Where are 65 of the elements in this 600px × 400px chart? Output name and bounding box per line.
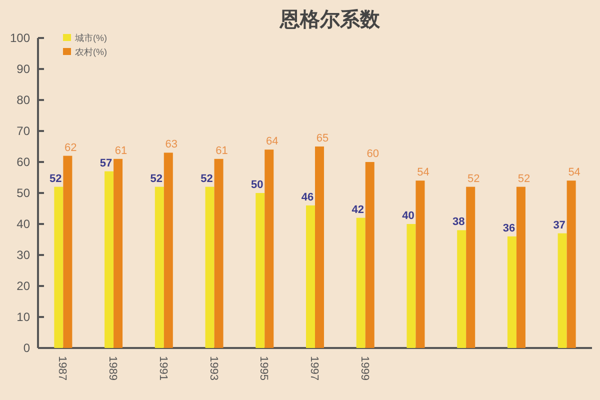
y-tick-label: 50 bbox=[16, 186, 30, 200]
x-tick-label: 1991 bbox=[156, 356, 169, 380]
x-tick-label: 1993 bbox=[207, 356, 220, 380]
data-label: 60 bbox=[366, 148, 379, 160]
bar bbox=[516, 186, 526, 348]
chart-title: 恩格尔系数 bbox=[279, 8, 381, 31]
data-label: 57 bbox=[100, 157, 112, 170]
data-label: 54 bbox=[417, 166, 430, 179]
bar bbox=[406, 224, 416, 348]
data-label: 52 bbox=[50, 172, 62, 185]
bar bbox=[63, 156, 72, 348]
bar bbox=[457, 230, 466, 348]
y-tick-label: 90 bbox=[16, 62, 30, 76]
x-tick-label: 1997 bbox=[308, 356, 320, 380]
data-label: 64 bbox=[266, 136, 278, 148]
bar bbox=[566, 180, 576, 348]
data-label: 42 bbox=[352, 204, 364, 216]
bar bbox=[466, 186, 476, 348]
y-tick-label: 20 bbox=[16, 279, 30, 293]
data-label: 52 bbox=[467, 172, 480, 185]
bar bbox=[214, 158, 224, 348]
bar bbox=[54, 186, 64, 348]
legend-label: 农村(%) bbox=[75, 47, 107, 57]
x-tick-label: 1995 bbox=[258, 356, 270, 380]
data-label: 50 bbox=[251, 179, 264, 191]
x-tick-label: 1989 bbox=[106, 356, 119, 380]
bar bbox=[365, 162, 374, 348]
bar bbox=[306, 205, 315, 348]
bar bbox=[315, 146, 324, 348]
x-tick-label: 1987 bbox=[56, 356, 68, 380]
data-label: 65 bbox=[316, 132, 329, 144]
data-label: 62 bbox=[64, 142, 77, 154]
data-label: 61 bbox=[216, 144, 228, 157]
bar bbox=[264, 150, 274, 348]
bar bbox=[205, 186, 214, 348]
data-label: 61 bbox=[114, 144, 128, 157]
data-label: 46 bbox=[301, 191, 314, 204]
y-tick-label: 30 bbox=[16, 248, 30, 262]
y-tick-label: 10 bbox=[16, 310, 30, 324]
data-label: 54 bbox=[568, 166, 580, 179]
data-label: 52 bbox=[150, 172, 163, 185]
x-tick-label: 1999 bbox=[358, 356, 370, 380]
data-label: 63 bbox=[165, 138, 178, 151]
bar bbox=[416, 180, 425, 348]
bar bbox=[356, 218, 366, 348]
bar bbox=[256, 193, 265, 348]
bar bbox=[164, 152, 173, 348]
y-tick-label: 80 bbox=[16, 93, 30, 107]
data-label: 38 bbox=[452, 216, 465, 228]
y-tick-label: 100 bbox=[10, 31, 30, 45]
y-tick-label: 40 bbox=[16, 217, 30, 231]
y-tick-label: 60 bbox=[16, 155, 30, 169]
data-label: 37 bbox=[553, 219, 566, 232]
data-label: 52 bbox=[518, 172, 530, 185]
bar bbox=[104, 171, 114, 348]
bar bbox=[507, 236, 516, 348]
bar bbox=[558, 233, 567, 348]
data-label: 40 bbox=[402, 210, 414, 222]
y-tick-label: 0 bbox=[23, 341, 30, 355]
y-tick-label: 70 bbox=[16, 124, 30, 138]
data-label: 36 bbox=[502, 222, 516, 234]
bar bbox=[114, 158, 123, 348]
bar bbox=[154, 186, 164, 348]
legend-label: 城市(%) bbox=[74, 33, 107, 43]
data-label: 52 bbox=[200, 172, 213, 185]
